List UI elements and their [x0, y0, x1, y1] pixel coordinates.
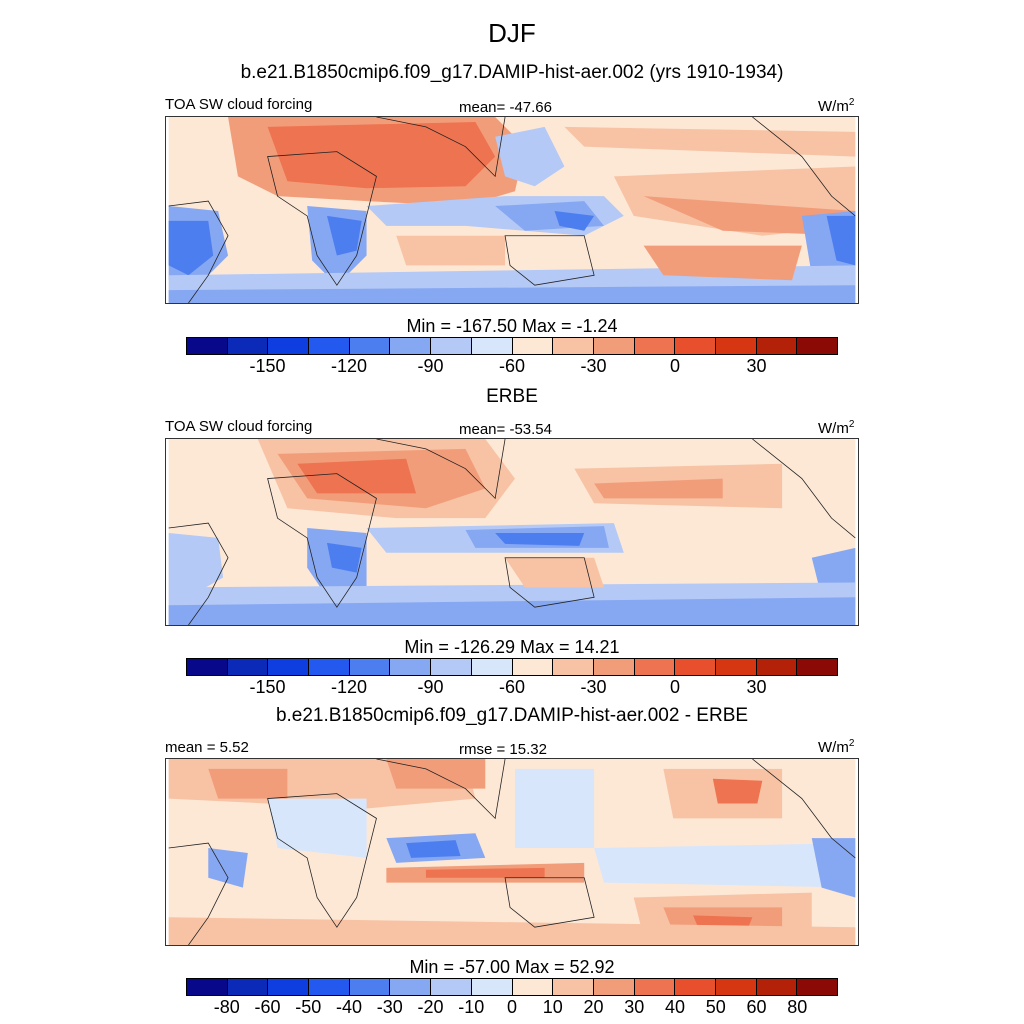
- colorbar-tick-label: 30: [746, 677, 767, 697]
- colorbar-tick-label: -40: [335, 997, 363, 1017]
- panel-2-map: [165, 438, 859, 626]
- panel-1-minmax: Min = -167.50 Max = -1.24: [406, 316, 618, 336]
- colorbar-swatch: [268, 979, 310, 995]
- colorbar-tick-label: -60: [498, 677, 526, 697]
- colorbar-tick-label: 80: [787, 997, 808, 1017]
- colorbar-tick-label: 40: [664, 997, 686, 1017]
- colorbar-swatch: [431, 659, 472, 675]
- colorbar-tick-label: -50: [295, 997, 322, 1017]
- colorbar-tick-label: 0: [669, 677, 681, 697]
- panel-3-subtitle: b.e21.B1850cmip6.f09_g17.DAMIP-hist-aer.…: [275, 705, 749, 726]
- colorbar-swatch: [797, 979, 837, 995]
- colorbar-tick-label: -30: [376, 997, 403, 1017]
- colorbar-tick-label: -120: [330, 356, 368, 376]
- colorbar-swatch: [715, 659, 757, 675]
- colorbar-swatch: [675, 338, 716, 354]
- panel-2-subtitle: ERBE: [486, 386, 538, 407]
- colorbar-tick-label: -60: [254, 997, 281, 1017]
- colorbar-swatch: [634, 338, 676, 354]
- colorbar-swatch: [187, 338, 228, 354]
- colorbar-swatch: [227, 659, 269, 675]
- panel-2-minmax: Min = -126.29 Max = 14.21: [404, 637, 620, 657]
- colorbar-swatch: [512, 338, 554, 354]
- panel-1-mean-label: mean= -47.66: [459, 99, 552, 116]
- colorbar-tick-label: -90: [417, 356, 444, 376]
- figure-title: DJF: [488, 18, 536, 48]
- colorbar-swatch: [471, 979, 513, 995]
- colorbar-swatch: [553, 979, 594, 995]
- colorbar-tick-label: -30: [580, 677, 607, 697]
- panel-2-left-label: TOA SW cloud forcing: [165, 418, 313, 435]
- colorbar-swatch: [593, 338, 635, 354]
- panel-2-mean-label: mean= -53.54: [459, 421, 552, 438]
- colorbar-tick-label: 10: [542, 997, 563, 1017]
- colorbar-tick-label: 60: [746, 997, 767, 1017]
- colorbar-swatch: [471, 659, 513, 675]
- panel-1-colorbar: [186, 337, 838, 355]
- panel-3-map: [165, 758, 859, 946]
- colorbar-swatch: [715, 338, 757, 354]
- colorbar-swatch: [227, 979, 269, 995]
- colorbar-swatch: [675, 979, 716, 995]
- colorbar-swatch: [553, 659, 594, 675]
- colorbar-tick-label: 50: [705, 997, 726, 1017]
- panel-1-units-label: W/m2: [818, 97, 855, 115]
- colorbar-swatch: [309, 979, 350, 995]
- colorbar-tick-label: -90: [417, 677, 444, 697]
- colorbar-tick-label: -10: [458, 997, 485, 1017]
- panel-2-units-label: W/m2: [818, 419, 855, 437]
- colorbar-tick-label: -150: [249, 677, 286, 697]
- colorbar-swatch: [512, 979, 554, 995]
- panel-2-colorbar: [186, 658, 838, 676]
- colorbar-tick-label: -30: [580, 356, 607, 376]
- colorbar-tick-label: -60: [498, 356, 526, 376]
- colorbar-swatch: [268, 659, 310, 675]
- colorbar-tick-label: 30: [624, 997, 645, 1017]
- panel-1-map: [165, 116, 859, 304]
- panel-1-subtitle: b.e21.B1850cmip6.f09_g17.DAMIP-hist-aer.…: [240, 62, 784, 83]
- colorbar-swatch: [634, 659, 676, 675]
- panel-3-colorbar: [186, 978, 838, 996]
- colorbar-swatch: [512, 659, 554, 675]
- colorbar-swatch: [471, 338, 513, 354]
- colorbar-tick-label: -120: [330, 677, 368, 697]
- colorbar-swatch: [227, 338, 269, 354]
- panel-3-units-label: W/m2: [818, 738, 855, 756]
- colorbar-swatch: [349, 979, 391, 995]
- colorbar-swatch: [593, 979, 635, 995]
- colorbar-tick-label: 20: [583, 997, 604, 1017]
- colorbar-swatch: [349, 659, 391, 675]
- colorbar-swatch: [268, 338, 310, 354]
- colorbar-swatch: [431, 979, 472, 995]
- panel-3-mean-label: mean = 5.52: [165, 739, 249, 756]
- colorbar-swatch: [390, 979, 432, 995]
- colorbar-swatch: [431, 338, 472, 354]
- colorbar-swatch: [390, 338, 432, 354]
- colorbar-tick-label: -80: [213, 997, 240, 1017]
- colorbar-tick-label: -150: [249, 356, 286, 376]
- colorbar-swatch: [756, 979, 798, 995]
- colorbar-swatch: [634, 979, 676, 995]
- colorbar-swatch: [309, 659, 350, 675]
- colorbar-swatch: [756, 659, 798, 675]
- colorbar-tick-label: 0: [506, 997, 518, 1017]
- colorbar-swatch: [349, 338, 391, 354]
- colorbar-tick-label: 0: [669, 356, 681, 376]
- panel-1-left-label: TOA SW cloud forcing: [165, 96, 313, 113]
- colorbar-swatch: [553, 338, 594, 354]
- colorbar-swatch: [715, 979, 757, 995]
- colorbar-swatch: [756, 338, 798, 354]
- colorbar-swatch: [390, 659, 432, 675]
- colorbar-swatch: [797, 659, 837, 675]
- colorbar-tick-label: -20: [417, 997, 444, 1017]
- colorbar-swatch: [797, 338, 837, 354]
- colorbar-tick-label: 30: [746, 356, 767, 376]
- panel-3-minmax: Min = -57.00 Max = 52.92: [409, 957, 615, 977]
- colorbar-swatch: [309, 338, 350, 354]
- colorbar-swatch: [187, 979, 228, 995]
- colorbar-swatch: [593, 659, 635, 675]
- colorbar-swatch: [187, 659, 228, 675]
- panel-3-rmse-label: rmse = 15.32: [459, 741, 547, 758]
- colorbar-swatch: [675, 659, 716, 675]
